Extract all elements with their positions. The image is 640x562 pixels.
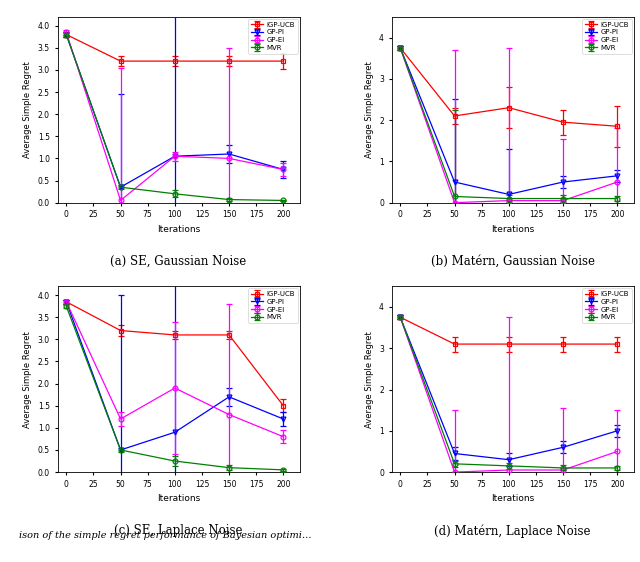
- Legend: IGP-UCB, GP-PI, GP-EI, MVR: IGP-UCB, GP-PI, GP-EI, MVR: [248, 288, 298, 323]
- Text: (a) SE, Gaussian Noise: (a) SE, Gaussian Noise: [111, 255, 247, 268]
- X-axis label: Iterations: Iterations: [491, 494, 534, 504]
- Text: (d) Matérn, Laplace Noise: (d) Matérn, Laplace Noise: [435, 524, 591, 538]
- Y-axis label: Average Simple Regret: Average Simple Regret: [365, 61, 374, 158]
- Legend: IGP-UCB, GP-PI, GP-EI, MVR: IGP-UCB, GP-PI, GP-EI, MVR: [582, 288, 632, 323]
- X-axis label: Iterations: Iterations: [491, 225, 534, 234]
- Y-axis label: Average Simple Regret: Average Simple Regret: [23, 61, 32, 158]
- X-axis label: Iterations: Iterations: [157, 494, 200, 504]
- X-axis label: Iterations: Iterations: [157, 225, 200, 234]
- Text: ison of the simple regret performance of Bayesian optimi…: ison of the simple regret performance of…: [19, 531, 312, 540]
- Text: (c) SE, Laplace Noise: (c) SE, Laplace Noise: [115, 524, 243, 537]
- Text: (b) Matérn, Gaussian Noise: (b) Matérn, Gaussian Noise: [431, 255, 595, 268]
- Legend: IGP-UCB, GP-PI, GP-EI, MVR: IGP-UCB, GP-PI, GP-EI, MVR: [248, 19, 298, 54]
- Legend: IGP-UCB, GP-PI, GP-EI, MVR: IGP-UCB, GP-PI, GP-EI, MVR: [582, 19, 632, 54]
- Y-axis label: Average Simple Regret: Average Simple Regret: [365, 331, 374, 428]
- Y-axis label: Average Simple Regret: Average Simple Regret: [23, 331, 32, 428]
